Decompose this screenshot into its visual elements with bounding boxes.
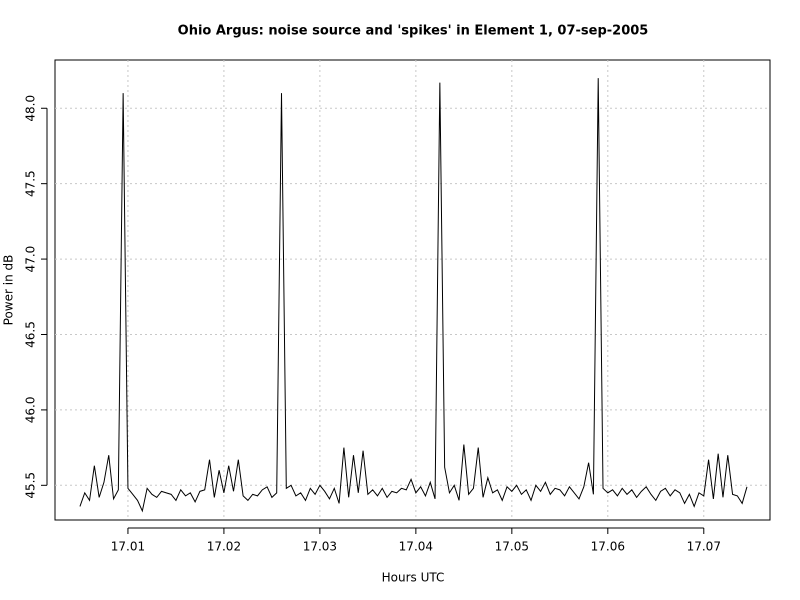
y-tick-label: 46.0 [24, 397, 38, 424]
y-tick-label: 47.5 [24, 170, 38, 197]
x-tick-label: 17.02 [207, 540, 241, 554]
y-tick-label: 48.0 [24, 95, 38, 122]
x-tick-label: 17.07 [687, 540, 721, 554]
x-axis-label: Hours UTC [382, 571, 445, 585]
x-tick-label: 17.01 [111, 540, 145, 554]
x-tick-label: 17.04 [399, 540, 433, 554]
chart-title: Ohio Argus: noise source and 'spikes' in… [178, 24, 649, 39]
y-tick-label: 46.5 [24, 321, 38, 348]
x-tick-label: 17.06 [591, 540, 625, 554]
plot-frame [54, 59, 771, 521]
y-tick-label: 45.5 [24, 472, 38, 499]
y-axis-label: Power in dB [2, 255, 16, 326]
y-tick-label: 47.0 [24, 246, 38, 273]
data-line [79, 78, 748, 513]
x-tick-label: 17.03 [303, 540, 337, 554]
x-tick-label: 17.05 [495, 540, 529, 554]
